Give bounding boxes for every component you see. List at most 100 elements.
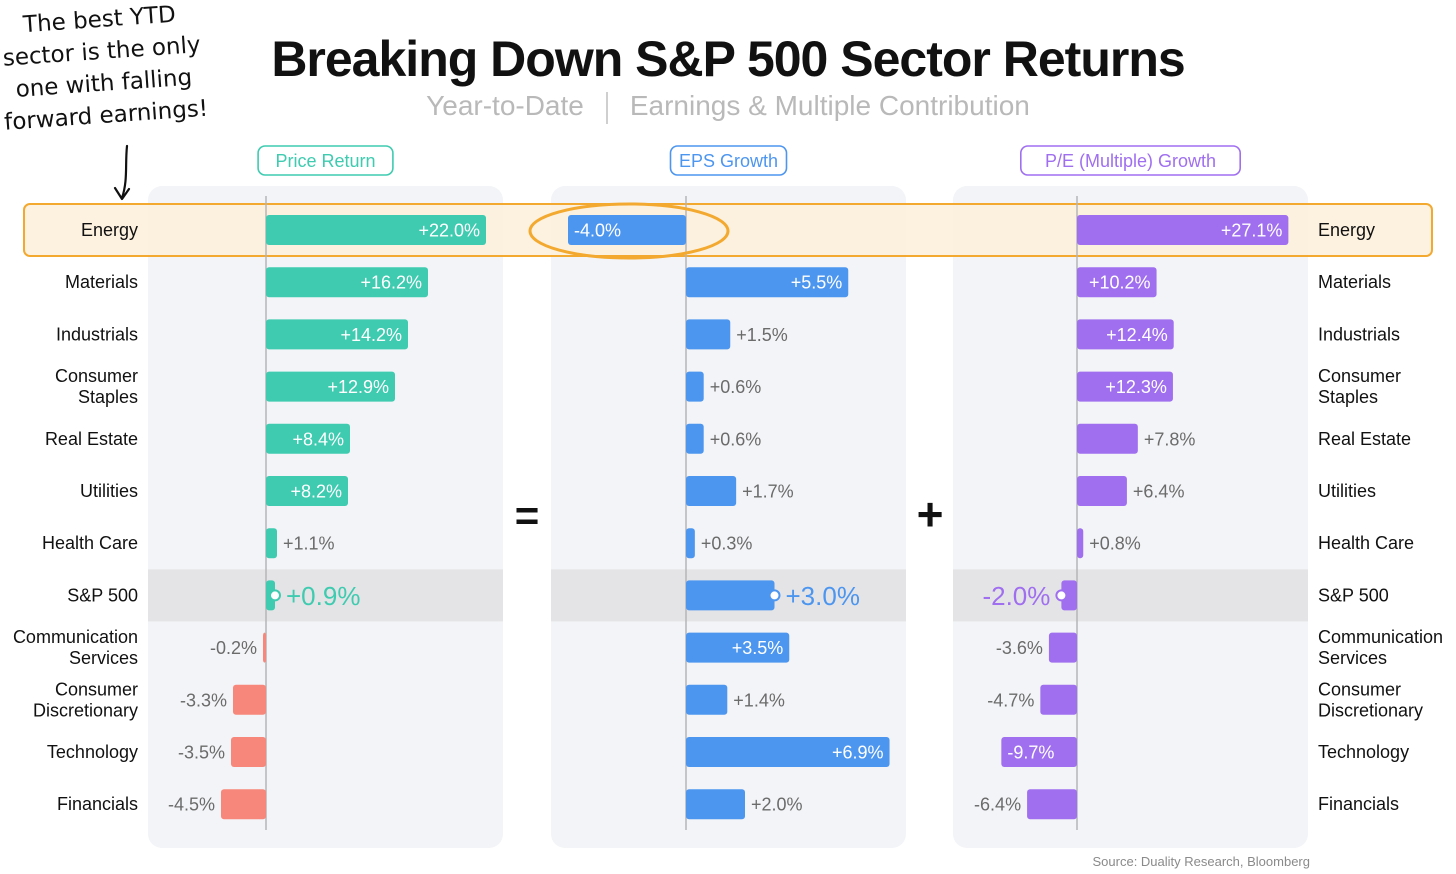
category-label-line: Materials: [65, 272, 138, 292]
bar: [263, 632, 266, 663]
bar-value-label: +1.4%: [733, 690, 785, 710]
category-label-right: Energy: [1318, 220, 1375, 240]
bar-value-label: -4.7%: [987, 690, 1034, 710]
benchmark-dot: [269, 589, 281, 602]
category-label-line: Materials: [1318, 272, 1391, 292]
bar-value-label: +1.1%: [283, 534, 335, 554]
chart-subtitle: Year-to-Date Earnings & Multiple Contribu…: [0, 90, 1456, 124]
panel-background: [953, 186, 1308, 848]
category-label-line: Technology: [47, 742, 138, 762]
category-label-right: S&P 500: [1318, 585, 1389, 605]
bar: [1061, 580, 1077, 611]
bar: [1077, 371, 1173, 402]
bar: [1077, 528, 1084, 559]
panel-header-label: EPS Growth: [679, 151, 778, 171]
category-label-left: Technology: [47, 742, 138, 762]
category-label-line: Discretionary: [1318, 700, 1423, 720]
category-label-right: Health Care: [1318, 533, 1414, 553]
bar: [1077, 319, 1174, 350]
bar: [221, 789, 266, 820]
bar-value-label: -4.5%: [168, 795, 215, 815]
bar: [231, 737, 266, 767]
category-label-right: Real Estate: [1318, 429, 1411, 449]
bar-value-label: +8.4%: [292, 429, 344, 449]
annotation-arrow: [120, 144, 129, 200]
category-label-line: Consumer: [55, 679, 138, 699]
category-label-left: Real Estate: [45, 429, 138, 449]
panel-background: [551, 186, 906, 848]
category-label-right: Utilities: [1318, 481, 1376, 501]
bar-value-label: +1.7%: [742, 481, 794, 501]
bar: [1077, 267, 1157, 298]
bars-layer: [221, 196, 1289, 830]
category-label-line: Financials: [1318, 794, 1399, 814]
eps-highlight-ellipse: [528, 202, 730, 260]
bar-value-label: -6.4%: [974, 795, 1021, 815]
category-label-line: Utilities: [1318, 481, 1376, 501]
equals-operator: =: [515, 492, 540, 539]
category-label-line: Staples: [78, 387, 138, 407]
category-label-right: Financials: [1318, 794, 1399, 814]
bar: [568, 215, 686, 245]
benchmark-row-band: [953, 569, 1308, 622]
category-label-line: Consumer: [55, 366, 138, 386]
subtitle-description: Earnings & Multiple Contribution: [629, 90, 1030, 121]
bar-value-label: +3.0%: [786, 581, 860, 611]
bar-value-label: +6.4%: [1133, 481, 1185, 501]
bar: [266, 528, 277, 559]
panel-header-pill: [1019, 145, 1241, 176]
bar-value-label: +8.2%: [290, 481, 342, 501]
category-label-left: Industrials: [56, 324, 138, 344]
category-label-line: Staples: [1318, 387, 1378, 407]
bar: [1040, 684, 1077, 715]
bar: [1048, 632, 1077, 663]
bar-value-label: -3.6%: [996, 638, 1043, 658]
bar: [686, 267, 849, 298]
category-label-left: S&P 500: [67, 585, 138, 605]
category-label-right: Consumer Staples: [1318, 366, 1401, 407]
benchmark-row-band: [148, 569, 503, 622]
category-label-left: Materials: [65, 272, 138, 292]
bar-value-label: -3.3%: [180, 690, 227, 710]
category-label-line: Real Estate: [45, 429, 138, 449]
bar-value-label: +1.5%: [736, 325, 788, 345]
bar: [686, 737, 890, 767]
bar: [1077, 215, 1289, 245]
category-label-line: S&P 500: [1318, 585, 1389, 605]
bar-value-label: +6.9%: [832, 742, 884, 762]
bar-value-label: +0.8%: [1089, 534, 1141, 554]
bar: [266, 319, 408, 350]
category-label-line: Consumer: [1318, 679, 1401, 699]
category-label-line: S&P 500: [67, 585, 138, 605]
bar: [686, 632, 790, 663]
panel-background: [148, 186, 503, 848]
chart-title: Breaking Down S&P 500 Sector Returns: [271, 31, 1185, 87]
source-note: Source: Duality Research, Bloomberg: [1092, 854, 1311, 869]
bar-value-label: +0.6%: [710, 377, 762, 397]
category-label-right: Communication Services: [1318, 627, 1443, 668]
bar: [686, 423, 704, 454]
category-label-left: Consumer Discretionary: [33, 679, 138, 720]
bar: [686, 684, 728, 715]
bar-value-label: +12.3%: [1105, 377, 1167, 397]
bar: [686, 371, 704, 402]
bar: [686, 580, 775, 611]
bar-value-label: +2.0%: [751, 795, 803, 815]
bar-value-label: +0.3%: [701, 534, 753, 554]
bar: [686, 528, 695, 559]
panel-header-label: P/E (Multiple) Growth: [1045, 151, 1216, 171]
bar: [266, 267, 428, 298]
bar-value-label: +0.6%: [710, 429, 762, 449]
category-label-left: Consumer Staples: [55, 366, 138, 407]
bar-value-label: +10.2%: [1089, 273, 1151, 293]
labels-layer: Price Return EPS Growth P/E (Multiple) Gro…: [13, 145, 1443, 815]
bar: [1077, 476, 1127, 506]
category-label-line: Real Estate: [1318, 429, 1411, 449]
arrow-head-icon: [113, 186, 131, 201]
subtitle-period: Year-to-Date: [426, 90, 584, 121]
bar: [266, 371, 395, 402]
category-label-line: Financials: [57, 794, 138, 814]
category-label-right: Consumer Discretionary: [1318, 679, 1423, 720]
bar: [233, 684, 266, 715]
category-label-right: Technology: [1318, 742, 1409, 762]
